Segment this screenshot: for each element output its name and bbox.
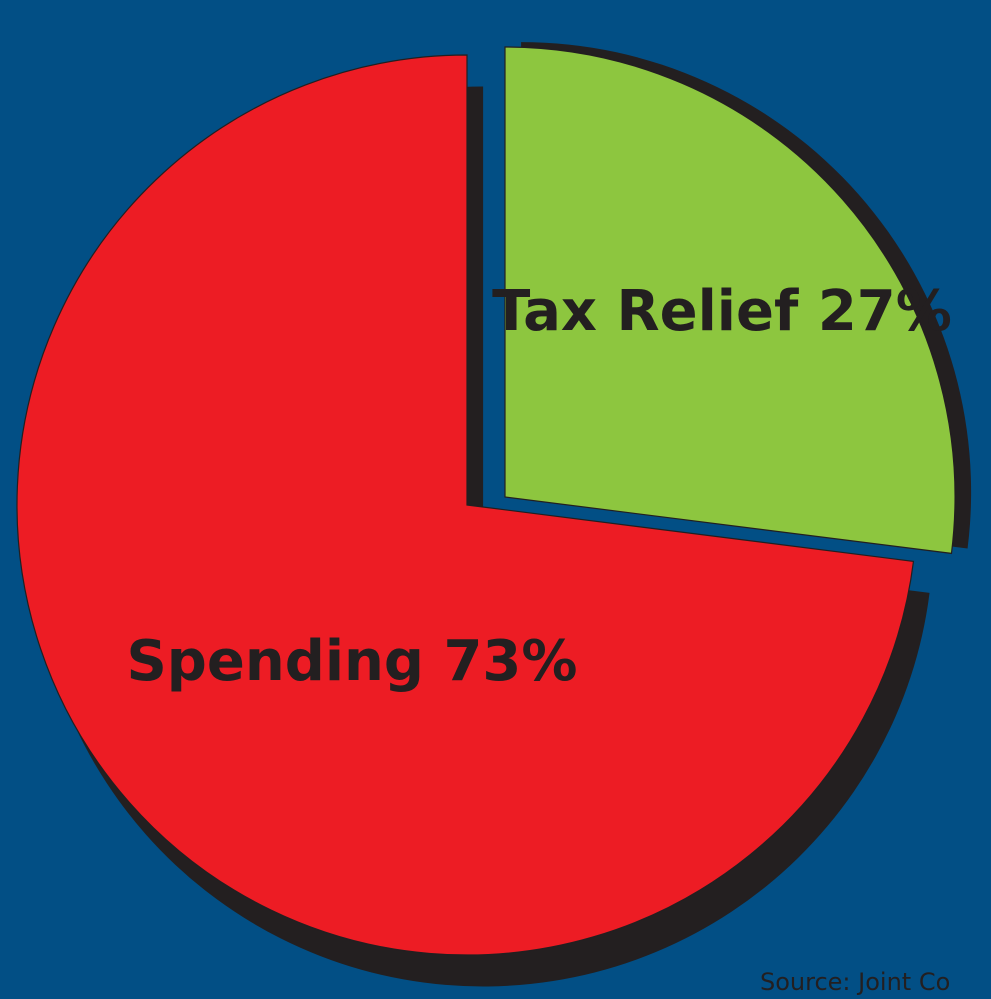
slice-label-1: Spending 73%	[126, 629, 577, 694]
slice-labels: Tax Relief 27% Spending 73%	[126, 279, 951, 694]
pie-slice-1	[16, 54, 915, 956]
source-note: Source: Joint Co	[760, 968, 951, 996]
pie-slice-0	[504, 46, 956, 555]
slices	[16, 46, 956, 956]
slice-label-0: Tax Relief 27%	[492, 279, 952, 344]
